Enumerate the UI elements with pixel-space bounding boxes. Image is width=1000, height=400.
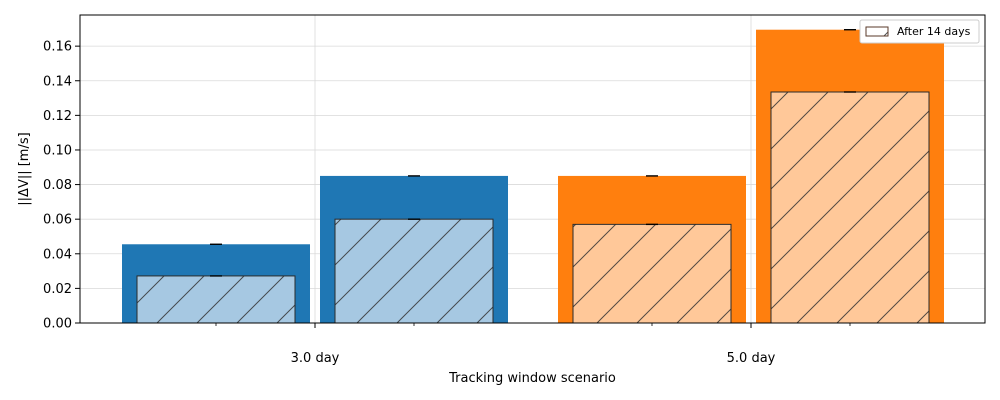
x-axis-label: Tracking window scenario	[448, 371, 616, 386]
axes: 0.00 0.02 0.04 0.06 0.08 0.10 0.12 0.14 0.16 3.0 …	[43, 14, 986, 366]
y-tick-label: 0.00	[43, 317, 72, 332]
y-tick-label: 0.10	[43, 143, 72, 158]
bars	[122, 29, 944, 324]
y-tick-label: 0.02	[43, 282, 72, 297]
legend-entry-label: After 14 days	[897, 25, 971, 38]
y-tick-label: 0.14	[43, 74, 72, 89]
y-axis-label: ||ΔV|| [m/s]	[17, 132, 32, 205]
bar-after-14-days-hatch	[572, 223, 732, 324]
plot-frame	[79, 14, 986, 324]
x-tick-label: 3.0 day	[291, 351, 340, 366]
bar-after-14-days-hatch	[770, 91, 930, 324]
legend-box	[859, 19, 980, 44]
y-tick-label: 0.04	[43, 247, 72, 262]
y-tick-label: 0.08	[43, 178, 72, 193]
y-tick-label: 0.12	[43, 109, 72, 124]
bar-after-14-days-hatch	[136, 275, 296, 324]
y-tick-label: 0.06	[43, 213, 72, 228]
x-tick-label: 5.0 day	[727, 351, 776, 366]
legend-swatch	[865, 26, 889, 37]
y-tick-label: 0.16	[43, 40, 72, 55]
legend: After 14 days	[859, 19, 980, 44]
bar-after-14-days-hatch	[334, 218, 494, 324]
